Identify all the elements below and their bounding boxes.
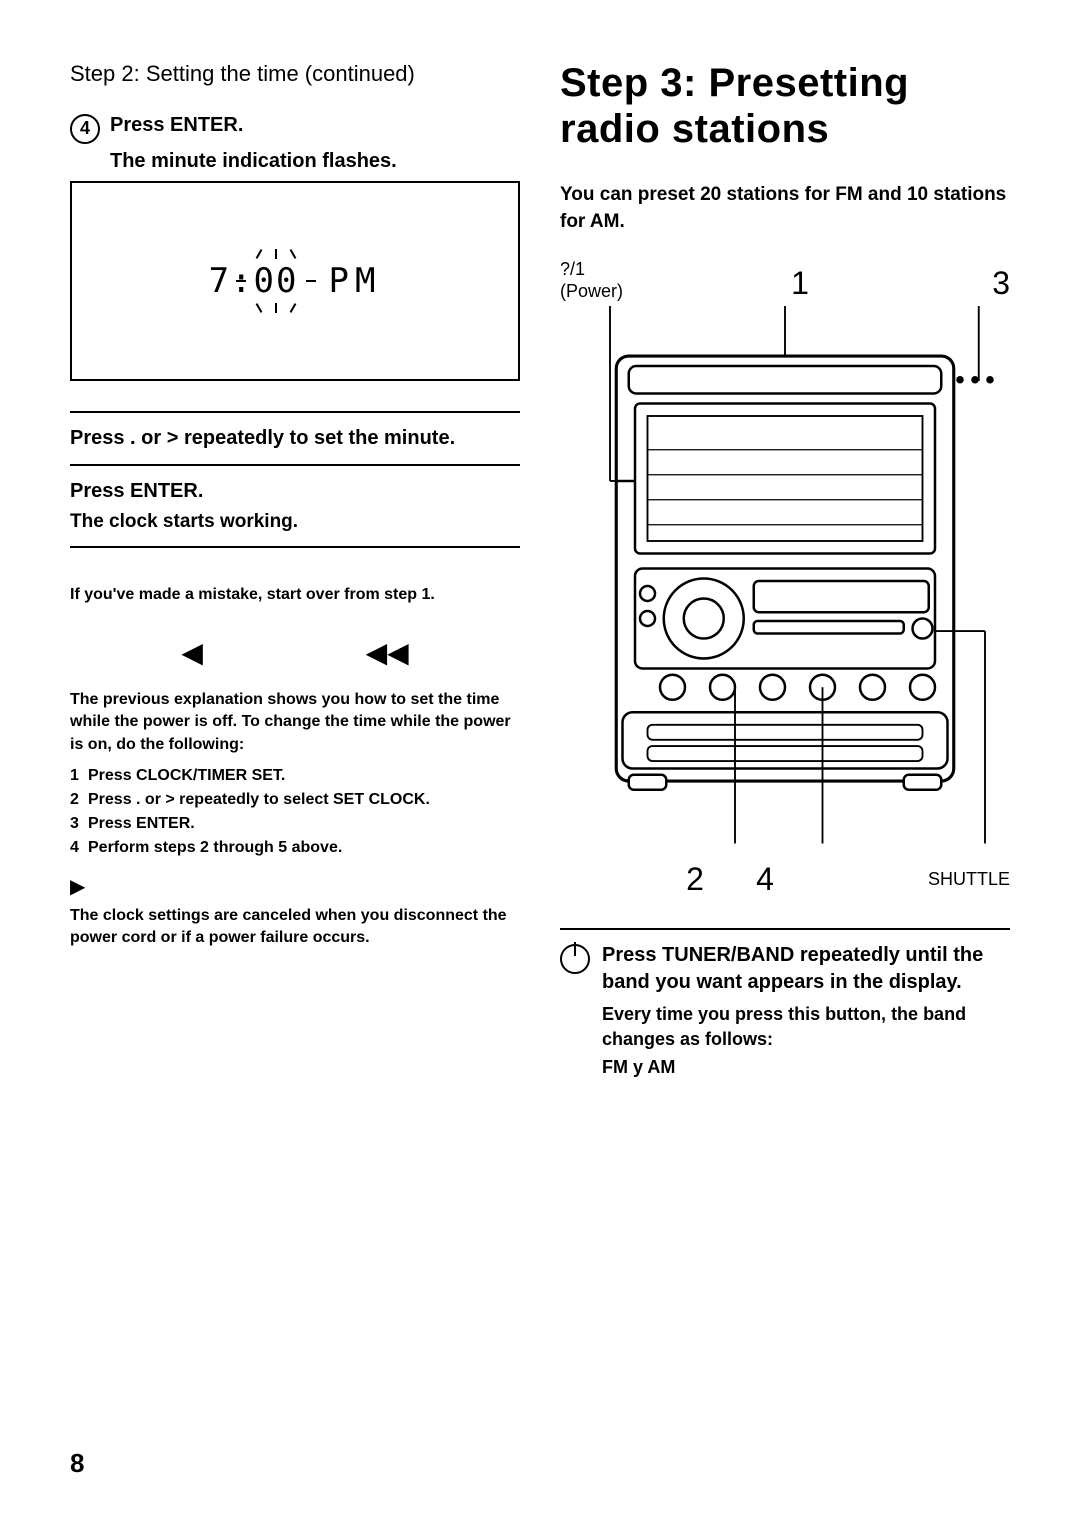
step-4-line: 4 Press ENTER. (70, 114, 520, 144)
pointer-3: 3 (960, 265, 1010, 302)
divider (70, 546, 520, 548)
intro-text: You can preset 20 stations for FM and 10… (560, 182, 1010, 235)
list-num: 4 (70, 836, 88, 860)
step-4-sub: The minute indication flashes. (110, 150, 520, 173)
section-heading: Step 3: Presetting radio stations (560, 60, 1010, 152)
disconnect-note: The clock settings are canceled when you… (70, 905, 520, 950)
step-4-text: Press ENTER. (110, 114, 243, 137)
hour-seg: 7 (209, 261, 231, 301)
list-num: 3 (70, 812, 88, 836)
list-item: Press . or > repeatedly to select SET CL… (88, 788, 430, 812)
power-icon (560, 944, 590, 974)
right-step-1-text: Press TUNER/BAND repeatedly until the ba… (602, 942, 1010, 996)
power-text-label: (Power) (560, 281, 623, 301)
play-icon: ▶ (70, 874, 520, 899)
right-column: Step 3: Presetting radio stations You ca… (560, 60, 1010, 1083)
device-diagram: ?/1 (Power) 1 3 (560, 259, 1010, 898)
list-item: Perform steps 2 through 5 above. (88, 836, 342, 860)
step-5-text: Press . or > repeatedly to set the minut… (70, 425, 520, 452)
step-4-number: 4 (70, 114, 100, 144)
ampm-seg: PM (328, 261, 381, 301)
divider (560, 928, 1010, 930)
shuttle-label: SHUTTLE (800, 861, 1010, 891)
pointer-2: 2 (660, 861, 730, 898)
list-num: 1 (70, 764, 88, 788)
step-6-sub: The clock starts working. (70, 509, 520, 535)
right-step-1-sub: Every time you press this button, the ba… (602, 1002, 1010, 1051)
explain-text: The previous explanation shows you how t… (70, 689, 520, 756)
continued-label: Step 2: Setting the time (continued) (70, 60, 520, 89)
stereo-device-illustration (560, 306, 1010, 856)
arrow-rewind-icon: ◀◀ (366, 636, 409, 669)
divider (70, 464, 520, 466)
step-6-text: Press ENTER. (70, 478, 520, 505)
mistake-note: If you've made a mistake, start over fro… (70, 584, 520, 606)
right-step-1: Press TUNER/BAND repeatedly until the ba… (560, 942, 1010, 996)
clock-display-box: 7 : 00 PM (70, 181, 520, 381)
numbered-list: 1Press CLOCK/TIMER SET. 2Press . or > re… (70, 764, 520, 860)
pointer-4: 4 (730, 861, 800, 898)
list-item: Press CLOCK/TIMER SET. (88, 764, 285, 788)
list-item: Press ENTER. (88, 812, 195, 836)
minute-seg: 00 (254, 261, 299, 301)
left-column: Step 2: Setting the time (continued) 4 P… (70, 60, 520, 1083)
page-number: 8 (70, 1448, 84, 1479)
arrow-left-icon: ◀ (181, 636, 203, 669)
list-num: 2 (70, 788, 88, 812)
bands-text: FM y AM (602, 1055, 1010, 1079)
power-symbol-label: ?/1 (560, 259, 585, 279)
divider (70, 411, 520, 413)
pointer-1: 1 (640, 265, 960, 302)
arrow-bar: ◀ ◀◀ (70, 616, 520, 689)
